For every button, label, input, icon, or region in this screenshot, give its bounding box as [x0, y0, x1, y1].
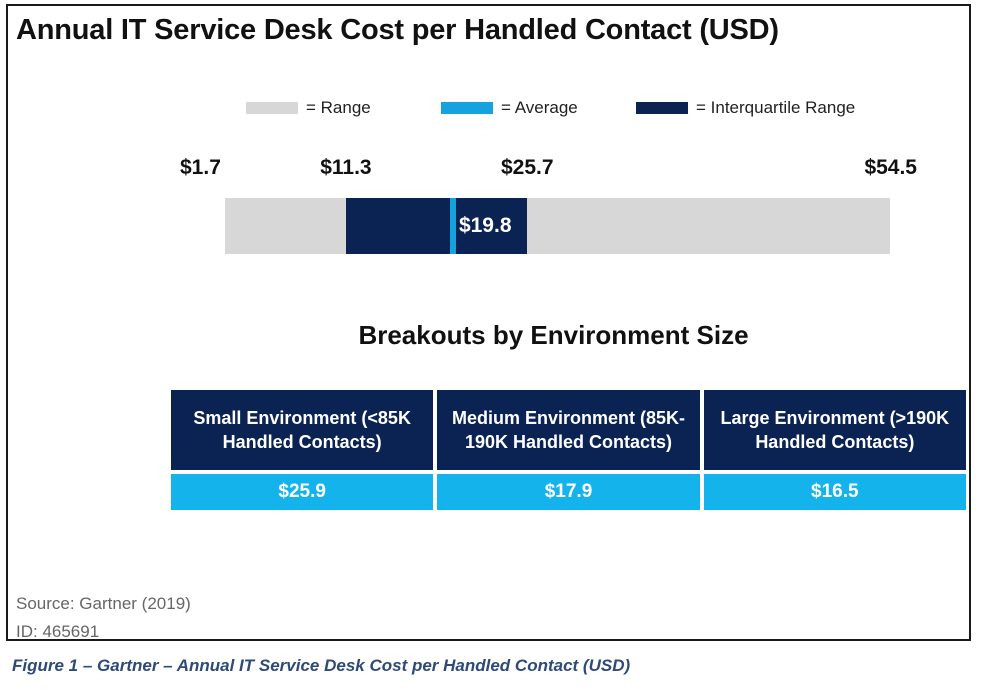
interquartile-bar: [345, 198, 528, 254]
breakouts-title: Breakouts by Environment Size: [358, 320, 749, 350]
legend-swatch-iqr: [636, 102, 688, 114]
chart-title: Annual IT Service Desk Cost per Handled …: [16, 14, 779, 46]
breakout-header-medium: Medium Environment (85K-190K Handled Con…: [437, 390, 700, 470]
legend-label-range: = Range: [306, 98, 371, 117]
legend-swatch-average: [441, 102, 493, 114]
breakout-value-medium: $17.9: [437, 474, 700, 510]
chart-frame: Annual IT Service Desk Cost per Handled …: [6, 4, 971, 641]
legend-item-iqr: = Interquartile Range: [636, 98, 855, 118]
breakout-small: Small Environment (<85K Handled Contacts…: [171, 390, 434, 510]
range-chart: $19.8: [8, 198, 969, 258]
legend-item-average: = Average: [441, 98, 578, 118]
breakout-medium: Medium Environment (85K-190K Handled Con…: [437, 390, 700, 510]
tick-label-max: $54.5: [864, 156, 917, 179]
breakouts-table: Small Environment (<85K Handled Contacts…: [171, 390, 966, 510]
average-value-label: $19.8: [458, 214, 512, 237]
legend-swatch-range: [246, 102, 298, 114]
breakout-value-large: $16.5: [703, 474, 966, 510]
legend-label-iqr: = Interquartile Range: [696, 98, 856, 117]
legend: = Range = Average = Interquartile Range: [8, 98, 969, 122]
tick-label-q1: $11.3: [320, 156, 372, 179]
breakout-value-small: $25.9: [171, 474, 434, 510]
source-line: Source: Gartner (2019): [16, 594, 191, 613]
breakout-header-large: Large Environment (>190K Handled Contact…: [703, 390, 966, 470]
breakout-header-small: Small Environment (<85K Handled Contacts…: [171, 390, 434, 470]
legend-label-average: = Average: [501, 98, 578, 117]
tick-label-min: $1.7: [180, 156, 221, 179]
tick-label-q3: $25.7: [500, 156, 554, 179]
breakout-large: Large Environment (>190K Handled Contact…: [703, 390, 966, 510]
average-marker: [449, 198, 456, 254]
figure-caption: Figure 1 – Gartner – Annual IT Service D…: [12, 656, 631, 675]
source-note: Source: Gartner (2019) ID: 465691: [16, 590, 191, 646]
id-line: ID: 465691: [16, 622, 100, 641]
range-bar: [225, 198, 890, 254]
legend-item-range: = Range: [246, 98, 371, 118]
